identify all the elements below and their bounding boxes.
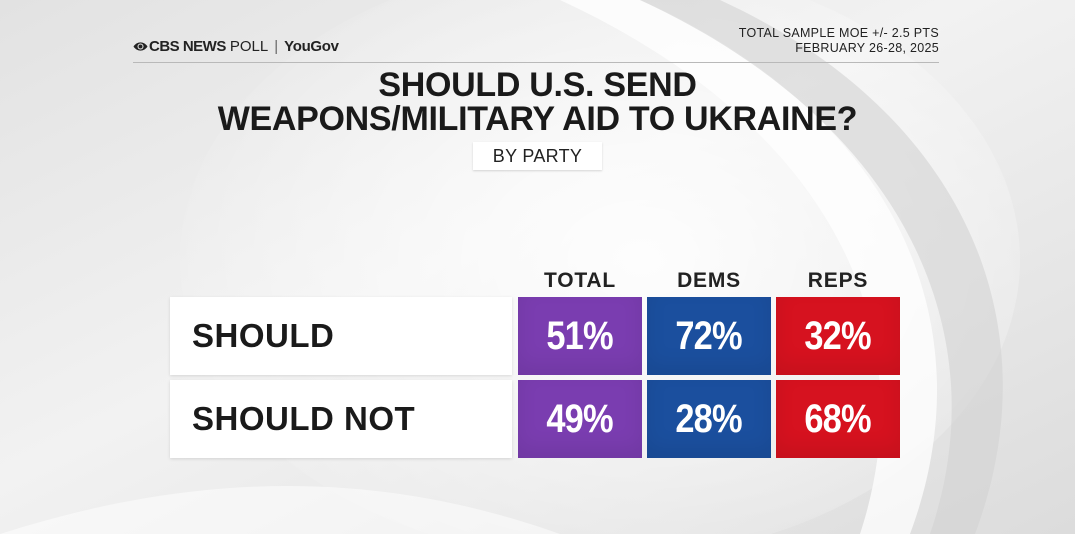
cell-should-not-reps: 68% — [776, 380, 900, 458]
subtitle-badge: BY PARTY — [472, 142, 603, 170]
row-label-should-not: SHOULD NOT — [170, 380, 512, 458]
value-should-dems: 72% — [675, 313, 743, 358]
subtitle-wrap: BY PARTY — [0, 142, 1075, 170]
title-line-1: SHOULD U.S. SEND — [378, 66, 697, 104]
header: CBS NEWS POLL | YouGov TOTAL SAMPLE MOE … — [133, 26, 939, 63]
moe-text: TOTAL SAMPLE MOE +/- 2.5 PTS — [738, 26, 939, 40]
value-should-not-reps: 68% — [804, 396, 872, 441]
dates-text: FEBRUARY 26-28, 2025 — [795, 41, 939, 55]
cell-should-total: 51% — [518, 297, 642, 375]
poll-meta: TOTAL SAMPLE MOE +/- 2.5 PTS FEBRUARY 26… — [739, 26, 939, 56]
value-should-total: 51% — [546, 313, 614, 358]
logo-separator: | — [274, 38, 279, 55]
cell-should-not-total: 49% — [518, 380, 642, 458]
cell-should-dems: 72% — [647, 297, 771, 375]
title-line-2: WEAPONS/MILITARY AID TO UKRAINE? — [217, 100, 858, 138]
column-header-total: TOTAL — [543, 269, 617, 292]
column-header-reps: REPS — [807, 269, 869, 292]
chart-title: SHOULD U.S. SEND WEAPONS/MILITARY AID TO… — [0, 68, 1075, 136]
cell-should-reps: 32% — [776, 297, 900, 375]
logo-poll: POLL — [229, 38, 269, 55]
value-should-reps: 32% — [804, 313, 872, 358]
row-label-should: SHOULD — [170, 297, 512, 375]
logo-yougov: YouGov — [284, 38, 339, 55]
value-should-not-total: 49% — [546, 396, 614, 441]
column-header-dems: DEMS — [677, 269, 741, 292]
value-should-not-dems: 28% — [675, 396, 743, 441]
cell-should-not-dems: 28% — [647, 380, 771, 458]
logo-cbs-news: CBS NEWS — [149, 38, 226, 55]
cbs-eye-icon — [133, 42, 148, 51]
cbs-yougov-logo: CBS NEWS POLL | YouGov — [133, 38, 339, 55]
